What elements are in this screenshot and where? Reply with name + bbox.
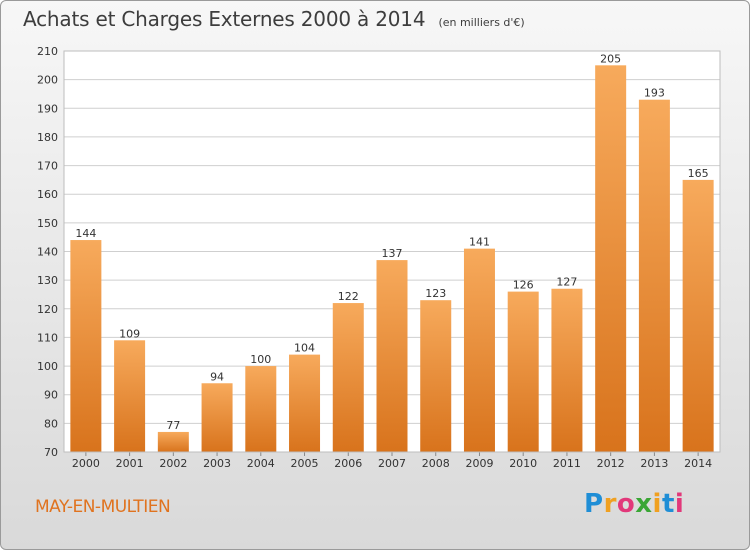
plot-border <box>63 50 721 453</box>
data-label: 123 <box>425 287 446 300</box>
bar-2004 <box>245 366 277 452</box>
proxiti-logo[interactable]: Proxiti <box>584 489 684 519</box>
data-label: 77 <box>166 419 180 432</box>
bar-2013 <box>638 99 670 452</box>
data-label: 144 <box>75 227 96 240</box>
bar-2008 <box>420 300 452 452</box>
logo-letter: P <box>584 489 604 519</box>
commune-name: MAY-EN-MULTIEN <box>35 497 171 517</box>
x-tick-label: 2011 <box>553 457 581 470</box>
y-axis-ticks: 70 80 90 100 110 120 130 140 150 160 170 180 190 200 2… <box>37 45 58 459</box>
bar-2001 <box>114 340 146 452</box>
bar-2009 <box>463 248 495 452</box>
bar-2014 <box>682 179 714 452</box>
x-tick-label: 2010 <box>509 457 537 470</box>
y-tick-label: 100 <box>37 360 58 373</box>
x-tick-label: 2006 <box>334 457 362 470</box>
x-tick-label: 2013 <box>640 457 668 470</box>
y-tick-label: 130 <box>37 274 58 287</box>
y-tick-label: 110 <box>37 331 58 344</box>
bar-2000 <box>70 240 102 452</box>
y-tick-label: 80 <box>44 417 58 430</box>
x-tick-label: 2009 <box>465 457 493 470</box>
x-axis-ticks: 2000 2001 2002 2003 2004 2005 2006 2007 2008 2009… <box>72 452 712 470</box>
x-tick-label: 2004 <box>247 457 275 470</box>
bar-2012 <box>595 65 627 453</box>
data-label: 109 <box>119 327 140 340</box>
y-tick-label: 160 <box>37 188 58 201</box>
bar-2002 <box>157 431 189 452</box>
logo-letter: t <box>661 489 675 519</box>
x-tick-label: 2000 <box>72 457 100 470</box>
chart-header: Achats et Charges Externes 2000 à 2014 (… <box>23 7 525 31</box>
bar-2010 <box>507 291 539 452</box>
y-tick-label: 190 <box>37 102 58 115</box>
y-tick-label: 200 <box>37 74 58 87</box>
x-tick-label: 2007 <box>378 457 406 470</box>
y-tick-label: 210 <box>37 45 58 58</box>
data-label: 141 <box>469 236 490 249</box>
chart-title: Achats et Charges Externes 2000 à 2014 <box>23 7 426 31</box>
logo-letter: o <box>616 489 636 519</box>
logo-letter: x <box>635 489 653 519</box>
data-label: 122 <box>338 290 359 303</box>
data-labels: 144 109 77 94 100 104 122 137 123 141 126 127 205 193… <box>75 52 708 432</box>
bar-2006 <box>332 303 364 452</box>
x-tick-label: 2001 <box>116 457 144 470</box>
y-tick-label: 70 <box>44 446 58 459</box>
y-tick-label: 180 <box>37 131 58 144</box>
x-tick-label: 2014 <box>684 457 712 470</box>
y-tick-label: 170 <box>37 160 58 173</box>
data-label: 126 <box>513 279 534 292</box>
bar-2011 <box>551 288 583 452</box>
y-tick-label: 150 <box>37 217 58 230</box>
bars <box>70 65 714 453</box>
data-label: 137 <box>382 247 403 260</box>
data-label: 127 <box>556 276 577 289</box>
data-label: 94 <box>210 370 224 383</box>
bar-2007 <box>376 260 408 452</box>
x-tick-label: 2005 <box>291 457 319 470</box>
y-tick-label: 140 <box>37 246 58 259</box>
logo-letter: i <box>652 489 662 519</box>
chart-subtitle: (en milliers d'€) <box>438 16 525 29</box>
logo-letter: i <box>674 489 685 519</box>
data-label: 205 <box>600 52 621 65</box>
x-tick-label: 2012 <box>597 457 625 470</box>
bar-2005 <box>289 354 321 452</box>
x-tick-label: 2008 <box>422 457 450 470</box>
data-label: 104 <box>294 342 315 355</box>
y-tick-label: 120 <box>37 303 58 316</box>
data-label: 100 <box>250 353 271 366</box>
logo-letter: r <box>603 489 617 519</box>
x-tick-label: 2002 <box>159 457 187 470</box>
data-label: 165 <box>688 167 709 180</box>
data-label: 193 <box>644 87 665 100</box>
bar-2003 <box>201 383 233 452</box>
x-tick-label: 2003 <box>203 457 231 470</box>
y-tick-label: 90 <box>44 389 58 402</box>
